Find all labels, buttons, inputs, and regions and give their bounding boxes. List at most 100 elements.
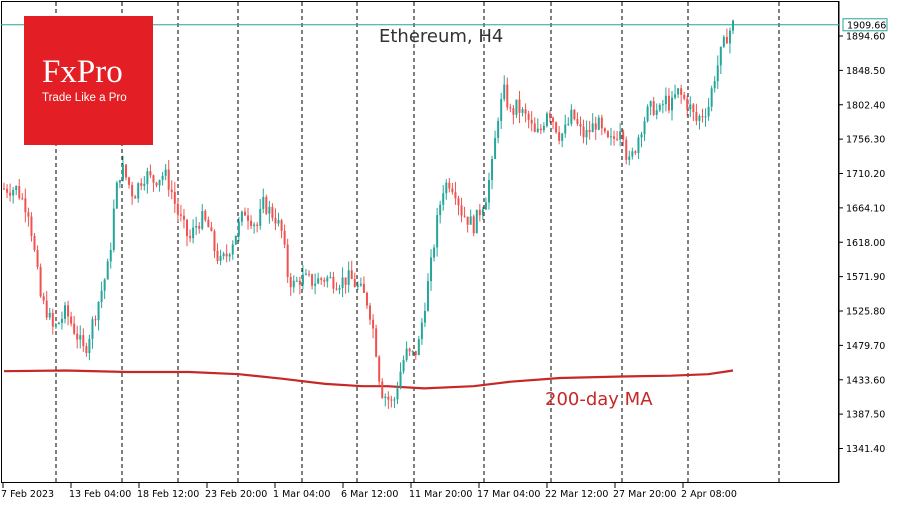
candle-up	[304, 273, 307, 275]
y-tick-label: 1341.40	[846, 444, 885, 455]
candle-down	[179, 214, 182, 216]
candle-down	[216, 251, 219, 261]
x-tick-label: 2 Apr 08:00	[681, 489, 737, 500]
y-tick-label: 1571.90	[846, 272, 885, 283]
candle-down	[182, 215, 185, 220]
candle-up	[143, 183, 146, 186]
candle-up	[253, 224, 256, 227]
candle-down	[369, 305, 372, 320]
ma-label: 200-day MA	[545, 389, 653, 410]
candle-up	[109, 249, 112, 262]
candle-up	[728, 30, 731, 44]
candle-up	[161, 175, 164, 180]
logo-background	[24, 16, 153, 145]
candle-up	[704, 116, 707, 118]
candles	[3, 19, 734, 409]
y-tick-label: 1525.80	[846, 307, 885, 318]
candle-up	[475, 209, 478, 234]
candle-up	[442, 193, 445, 205]
candle-up	[570, 109, 573, 124]
candle-down	[131, 184, 134, 197]
candle-up	[268, 206, 271, 214]
candle-down	[454, 192, 457, 199]
candle-down	[210, 227, 213, 232]
candle-up	[417, 339, 420, 356]
candle-up	[64, 305, 67, 319]
ma-200-line	[3, 369, 734, 390]
candle-down	[378, 356, 381, 382]
candle-up	[655, 110, 658, 115]
candle-down	[152, 175, 155, 183]
candle-down	[451, 188, 454, 193]
candle-down	[247, 215, 250, 221]
candle-down	[94, 319, 97, 321]
candle-up	[277, 220, 280, 224]
candle-up	[732, 20, 734, 31]
candle-down	[6, 188, 9, 193]
candle-down	[207, 219, 210, 228]
candle-down	[695, 112, 698, 121]
candle-down	[686, 98, 689, 110]
candle-up	[585, 129, 588, 138]
candle-up	[716, 65, 719, 82]
candle-down	[350, 270, 353, 280]
candle-up	[158, 179, 161, 186]
candle-down	[73, 323, 76, 334]
candle-up	[609, 136, 612, 138]
candle-up	[719, 46, 722, 66]
candle-up	[628, 156, 631, 160]
candle-up	[100, 290, 103, 303]
candle-down	[588, 129, 591, 133]
candle-down	[320, 278, 323, 280]
candle-up	[670, 97, 673, 111]
candle-up	[515, 99, 518, 115]
candle-up	[491, 158, 494, 180]
candle-down	[176, 203, 179, 215]
candle-up	[314, 283, 317, 286]
candle-down	[198, 225, 201, 229]
candle-up	[396, 388, 399, 400]
candle-down	[128, 177, 131, 185]
candle-up	[317, 278, 320, 284]
candle-down	[265, 196, 268, 214]
candle-up	[338, 287, 341, 290]
candle-down	[573, 109, 576, 120]
candle-up	[106, 261, 109, 280]
candle-down	[414, 350, 417, 356]
candle-down	[225, 253, 228, 257]
candle-up	[405, 348, 408, 360]
candle-down	[18, 185, 21, 199]
candle-up	[88, 338, 91, 354]
candle-down	[45, 300, 48, 318]
candle-down	[509, 107, 512, 109]
y-tick-label: 1664.10	[846, 203, 885, 214]
y-axis: 1894.60 1848.50 1802.40 1756.30 1710.20 1664.…	[839, 32, 885, 455]
candle-up	[433, 247, 436, 258]
candle-down	[692, 104, 695, 113]
candle-down	[308, 273, 311, 275]
candle-down	[173, 192, 176, 204]
candle-up	[15, 185, 18, 191]
candle-down	[533, 123, 536, 132]
candle-down	[375, 328, 378, 357]
candle-down	[527, 113, 530, 120]
moving-average	[3, 369, 734, 390]
candle-down	[466, 216, 469, 225]
candle-down	[512, 108, 515, 115]
candle-up	[262, 196, 265, 209]
candle-up	[301, 274, 304, 285]
candle-down	[335, 288, 338, 290]
candle-up	[137, 183, 140, 199]
candle-down	[603, 128, 606, 132]
candle-up	[658, 104, 661, 111]
candle-down	[186, 219, 189, 237]
last-price-label: 1909.66	[842, 18, 888, 32]
y-tick-label: 1710.20	[846, 169, 885, 180]
candle-down	[381, 381, 384, 398]
candle-up	[112, 208, 115, 250]
candle-up	[494, 137, 497, 159]
candle-up	[228, 254, 231, 257]
candle-down	[353, 279, 356, 287]
